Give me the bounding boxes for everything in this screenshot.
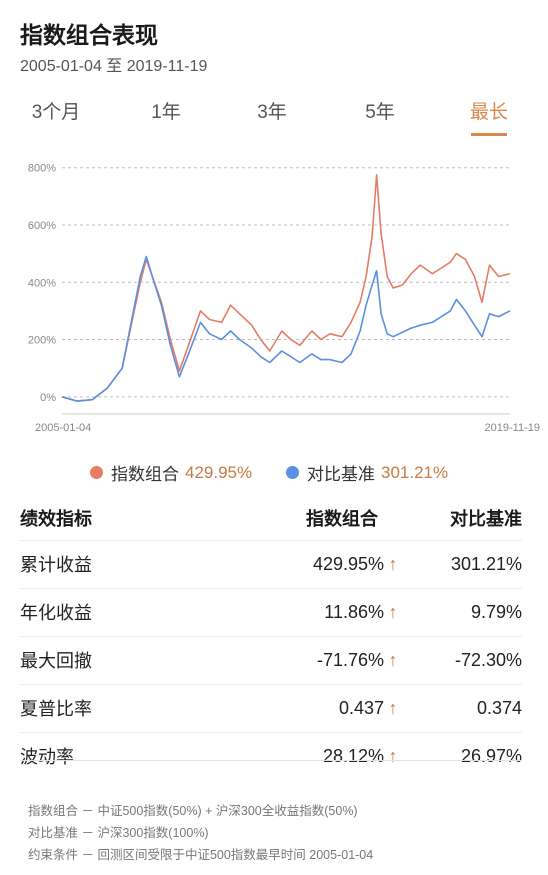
portfolio-value: 429.95% (312, 553, 384, 574)
y-tick-label: 600% (28, 220, 56, 232)
benchmark-dot-icon (286, 466, 299, 479)
date-range: 2005-01-04 至 2019-11-19 (20, 58, 208, 75)
metric-name: 累计收益 (20, 539, 250, 588)
header-metric: 绩效指标 (20, 508, 92, 529)
benchmark-value: 9.79% (400, 587, 522, 636)
legend-item-benchmark: 对比基准 301.21% (286, 460, 448, 485)
table-row: 累计收益 429.95% ↑ 301.21% (20, 539, 522, 588)
x-tick-label: 2005-01-04 (35, 422, 91, 434)
tab-3-months[interactable]: 3个月 (31, 102, 81, 123)
note-benchmark: 对比基准 － 沪深300指数(100%) (28, 826, 209, 840)
tab-5-years[interactable]: 5年 (365, 102, 395, 123)
series-line-portfolio (61, 174, 511, 402)
notes: 指数组合 － 中证500指数(50%) + 沪深300全收益指数(50%) 对比… (28, 800, 373, 866)
portfolio-dot-icon (90, 466, 103, 479)
portfolio-value-cell: 28.12% ↑ (250, 731, 400, 780)
benchmark-value: -72.30% (400, 635, 522, 684)
tab-3-years[interactable]: 3年 (257, 102, 287, 123)
table-row: 波动率 28.12% ↑ 26.97% (20, 731, 522, 780)
up-arrow-icon: ↑ (388, 697, 398, 718)
header-portfolio: 指数组合 (306, 508, 378, 529)
portfolio-value-cell: 429.95% ↑ (250, 539, 400, 588)
portfolio-value: 0.437 (338, 697, 384, 718)
y-tick-label: 800% (28, 163, 56, 175)
note-constraint: 约束条件 － 回测区间受限于中证500指数最早时间 2005-01-04 (28, 848, 374, 862)
benchmark-value: 301.21% (400, 539, 522, 588)
header-benchmark: 对比基准 (450, 508, 522, 529)
tab-1-year[interactable]: 1年 (151, 102, 181, 123)
table-row: 最大回撤 -71.76% ↑ -72.30% (20, 635, 522, 684)
y-tick-label: 200% (28, 335, 56, 347)
metric-name: 夏普比率 (20, 683, 250, 732)
portfolio-value: -71.76% (316, 649, 384, 670)
table-row: 夏普比率 0.437 ↑ 0.374 (20, 683, 522, 732)
table-row: 年化收益 11.86% ↑ 9.79% (20, 587, 522, 636)
metrics-header-row: 绩效指标 指数组合 对比基准 (20, 496, 522, 540)
legend-label-portfolio: 指数组合 (111, 465, 179, 484)
note-portfolio: 指数组合 － 中证500指数(50%) + 沪深300全收益指数(50%) (28, 804, 358, 818)
portfolio-value-cell: 11.86% ↑ (250, 587, 400, 636)
portfolio-value: 11.86% (324, 601, 384, 622)
page-title: 指数组合表现 (20, 22, 158, 48)
metric-name: 波动率 (20, 731, 250, 780)
legend-value-portfolio: 429.95% (185, 462, 253, 482)
portfolio-value: 28.12% (322, 745, 384, 766)
up-arrow-icon: ↑ (388, 745, 398, 766)
legend-value-benchmark: 301.21% (381, 462, 449, 482)
chart-legend: 指数组合 429.95% 对比基准 301.21% (0, 460, 548, 484)
portfolio-value-cell: -71.76% ↑ (250, 635, 400, 684)
metric-name: 最大回撤 (20, 635, 250, 684)
up-arrow-icon: ↑ (388, 601, 398, 622)
benchmark-value: 0.374 (400, 683, 522, 732)
x-tick-label: 2019-11-19 (485, 422, 540, 434)
benchmark-value: 26.97% (400, 731, 522, 780)
y-tick-label: 0% (40, 392, 56, 404)
up-arrow-icon: ↑ (388, 553, 398, 574)
footer-divider (20, 760, 522, 761)
y-tick-label: 400% (28, 277, 56, 289)
performance-chart: 800% 600% 400% 200% 0% 2005-01-04 2019-11-19 (28, 163, 540, 434)
metrics-table: 绩效指标 指数组合 对比基准 累计收益 429.95% ↑ 301.21% 年化收… (20, 496, 522, 780)
period-tabs: 3个月 1年 3年 5年 最长 (0, 100, 548, 136)
metric-name: 年化收益 (20, 587, 250, 636)
portfolio-value-cell: 0.437 ↑ (250, 683, 400, 732)
tab-max[interactable]: 最长 (449, 100, 529, 136)
legend-label-benchmark: 对比基准 (307, 465, 375, 484)
series-line-benchmark (61, 255, 511, 402)
up-arrow-icon: ↑ (388, 649, 398, 670)
legend-item-portfolio: 指数组合 429.95% (90, 460, 252, 485)
